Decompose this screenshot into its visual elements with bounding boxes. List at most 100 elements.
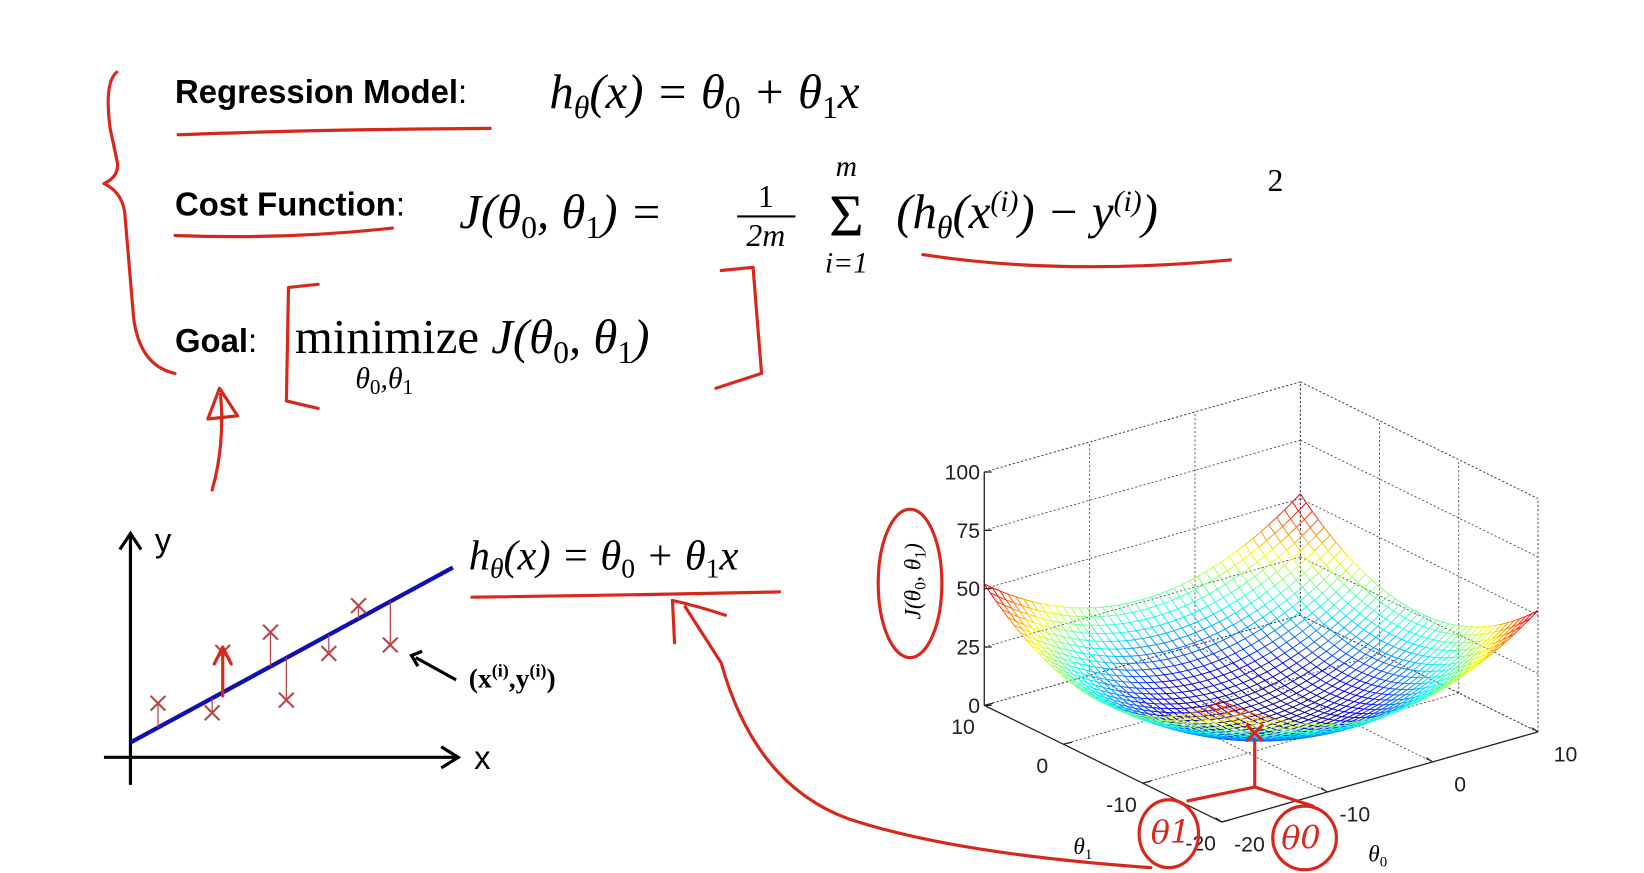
surface-mesh bbox=[1098, 654, 1107, 657]
surface-mesh bbox=[1263, 720, 1272, 724]
surface-mesh bbox=[1207, 705, 1214, 711]
surface-mesh bbox=[1228, 550, 1238, 557]
surface-mesh bbox=[1219, 687, 1228, 692]
surface-mesh bbox=[1076, 645, 1084, 654]
surface-mesh bbox=[1179, 697, 1187, 704]
f-sub: θ bbox=[490, 553, 504, 584]
surface-mesh bbox=[1236, 595, 1246, 601]
surface-mesh bbox=[1308, 586, 1317, 595]
surface-mesh bbox=[1276, 618, 1284, 626]
surface-mesh bbox=[1257, 720, 1264, 725]
surface-mesh bbox=[1375, 597, 1382, 604]
surface-mesh bbox=[1408, 623, 1418, 633]
surface-mesh bbox=[1347, 675, 1355, 679]
surface-mesh bbox=[1147, 608, 1155, 618]
goal-under: θ0,θ1 bbox=[355, 363, 413, 399]
surface-mesh bbox=[1173, 587, 1181, 598]
surface-mesh bbox=[1061, 642, 1070, 645]
surface-mesh bbox=[1349, 687, 1359, 694]
surface-mesh bbox=[1397, 650, 1406, 659]
surface-mesh bbox=[1429, 656, 1436, 658]
surface-mesh bbox=[1484, 638, 1493, 647]
surface-mesh bbox=[1094, 607, 1102, 617]
surface-mesh bbox=[1260, 623, 1270, 630]
surface-mesh bbox=[1302, 667, 1309, 673]
surface-mesh bbox=[1436, 664, 1446, 672]
surface-mesh bbox=[1141, 599, 1149, 609]
surface-mesh bbox=[1351, 685, 1359, 689]
surface-mesh bbox=[1308, 636, 1315, 643]
surface-mesh bbox=[1114, 707, 1122, 711]
surface-mesh bbox=[1078, 639, 1086, 648]
surface-mesh bbox=[1232, 579, 1240, 588]
surface-mesh bbox=[1274, 727, 1282, 732]
brace bbox=[102, 70, 177, 375]
circle bbox=[876, 507, 944, 660]
surface-mesh bbox=[1180, 713, 1187, 716]
colon: : bbox=[396, 185, 405, 222]
surface-mesh bbox=[1266, 667, 1276, 673]
surface-mesh bbox=[1177, 608, 1185, 618]
surface-mesh bbox=[1081, 632, 1090, 634]
surface-mesh bbox=[1086, 682, 1094, 689]
surface-mesh bbox=[1156, 642, 1165, 646]
surface-mesh bbox=[1294, 700, 1301, 704]
surface-mesh bbox=[1175, 656, 1183, 665]
surface-mesh bbox=[1067, 679, 1074, 686]
surface-mesh bbox=[1171, 640, 1179, 649]
surface-mesh bbox=[1177, 679, 1185, 686]
surface-mesh bbox=[1260, 696, 1268, 701]
surface-mesh bbox=[1025, 639, 1034, 644]
surface-mesh bbox=[1411, 652, 1418, 655]
surface-mesh bbox=[1314, 670, 1323, 677]
surface-mesh bbox=[1269, 717, 1278, 721]
surface-mesh bbox=[1158, 666, 1167, 669]
surface-mesh bbox=[1015, 620, 1025, 626]
surface-mesh bbox=[1353, 701, 1361, 704]
surface-mesh bbox=[1240, 620, 1248, 628]
surface-mesh bbox=[1329, 534, 1337, 543]
surface-mesh bbox=[1500, 636, 1509, 645]
surface-mesh bbox=[1347, 642, 1355, 648]
surface-mesh bbox=[1306, 641, 1315, 649]
surface-mesh bbox=[1124, 695, 1133, 698]
surface-mesh bbox=[1065, 671, 1074, 676]
surface-mesh bbox=[1278, 676, 1287, 682]
surface-mesh bbox=[1266, 540, 1274, 550]
surface-mesh bbox=[1157, 668, 1165, 676]
surface-mesh bbox=[1353, 696, 1363, 703]
surface-mesh bbox=[1294, 717, 1303, 722]
surface-mesh bbox=[1209, 722, 1216, 725]
surface-mesh bbox=[1193, 642, 1201, 651]
surface-mesh bbox=[1340, 722, 1349, 725]
f: + θ bbox=[635, 533, 706, 580]
surface-mesh bbox=[1088, 659, 1096, 668]
surface-mesh bbox=[1159, 622, 1169, 626]
surface-mesh bbox=[1353, 600, 1363, 609]
surface-mesh bbox=[1067, 622, 1076, 625]
surface-mesh bbox=[1065, 654, 1072, 662]
surface-mesh bbox=[1407, 683, 1416, 690]
surface-mesh bbox=[1341, 671, 1349, 676]
surface-mesh bbox=[1260, 666, 1268, 673]
surface-mesh bbox=[1496, 634, 1505, 643]
annotations: θ1 θ0 bbox=[102, 70, 1339, 872]
surface-mesh bbox=[1073, 674, 1082, 678]
surface-mesh bbox=[1057, 628, 1066, 631]
surface-mesh bbox=[1298, 647, 1307, 654]
surface-mesh bbox=[999, 590, 1009, 595]
grid-line bbox=[1194, 644, 1433, 763]
surface-mesh bbox=[1339, 603, 1349, 612]
surface-mesh bbox=[1144, 661, 1153, 664]
surface-mesh bbox=[1235, 682, 1244, 687]
surface-mesh bbox=[1347, 669, 1357, 676]
surface-mesh bbox=[1303, 510, 1313, 520]
surface-mesh bbox=[1292, 676, 1301, 682]
surface-mesh bbox=[1199, 646, 1208, 651]
surface-mesh bbox=[1156, 716, 1165, 722]
surface-mesh bbox=[1327, 591, 1337, 600]
surface-mesh bbox=[1237, 673, 1246, 678]
surface-mesh bbox=[1268, 715, 1276, 720]
surface-mesh bbox=[1323, 527, 1331, 536]
surface-mesh bbox=[1189, 658, 1198, 663]
